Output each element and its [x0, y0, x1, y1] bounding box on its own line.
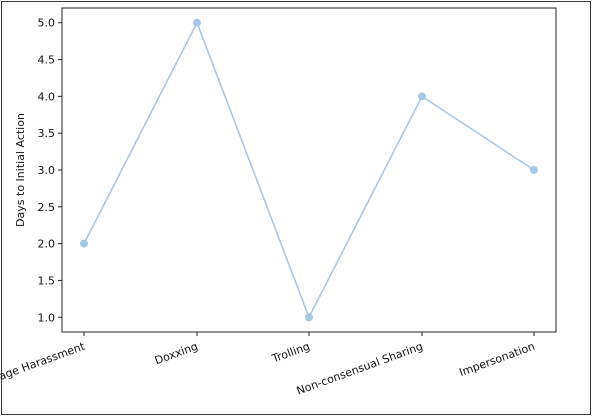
- y-tick-label: 3.5: [38, 127, 56, 140]
- data-point: [80, 239, 88, 248]
- axes: 1.0 1.5 2.0 2.5 3.0 3.5 4.0 4.5 5.0 Image Harassm…: [0, 7, 557, 398]
- series-polyline: [83, 20, 535, 320]
- data-point: [418, 92, 426, 101]
- x-tick-label: Image Harassment: [0, 339, 87, 387]
- data-point: [530, 166, 538, 174]
- y-tick-label: 5.0: [38, 17, 56, 30]
- series-line: [80, 18, 538, 322]
- y-tick-label: 2.0: [38, 238, 56, 251]
- y-axis-label: Days to Initial Action: [14, 113, 27, 227]
- y-tick-label: 1.5: [38, 274, 56, 287]
- y-tick-label: 4.0: [38, 90, 56, 103]
- y-tick-label: 2.5: [38, 201, 56, 214]
- x-tick-label: Non-consensual Sharing: [295, 340, 425, 398]
- x-tick-label: Impersonation: [457, 340, 536, 379]
- x-tick-label: Doxxing: [153, 340, 200, 368]
- y-tick-label: 1.0: [38, 311, 56, 324]
- y-tick-label: 3.0: [38, 164, 56, 177]
- y-tick-label: 4.5: [38, 54, 56, 67]
- plot-area: [61, 7, 557, 333]
- x-tick-label: Trolling: [269, 340, 311, 366]
- data-point: [193, 18, 201, 27]
- data-point: [305, 313, 313, 322]
- y-axis-label-group: Days to Initial Action: [14, 113, 27, 227]
